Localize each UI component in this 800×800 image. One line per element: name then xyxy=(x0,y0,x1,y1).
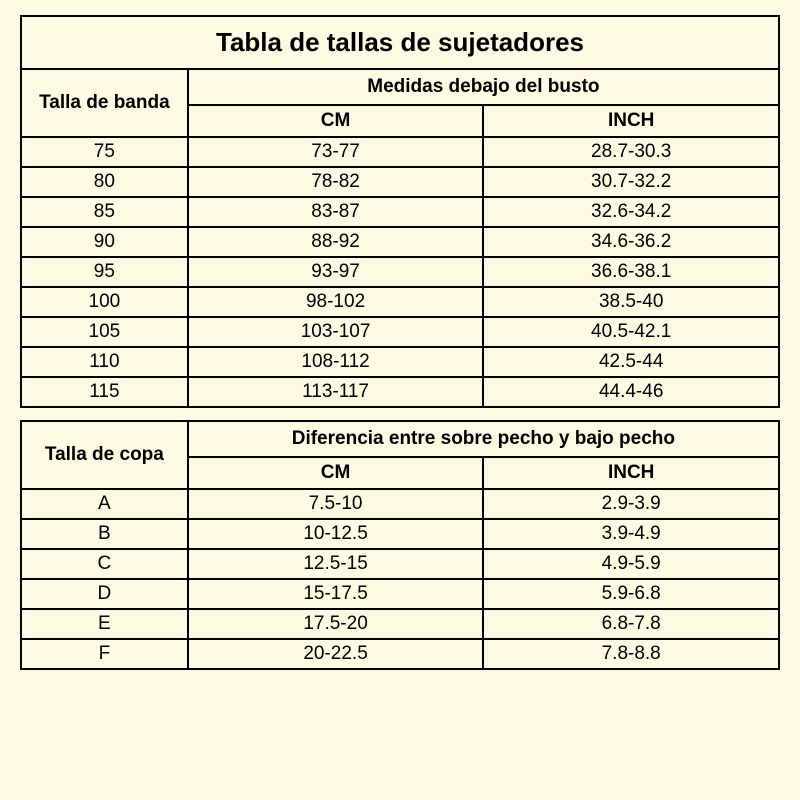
cm-value: 98-102 xyxy=(188,287,484,317)
inch-value: 7.8-8.8 xyxy=(483,639,779,669)
table-row: F20-22.57.8-8.8 xyxy=(21,639,779,669)
underbust-header: Medidas debajo del busto xyxy=(188,69,779,105)
inch-value: 32.6-34.2 xyxy=(483,197,779,227)
cm-value: 113-117 xyxy=(188,377,484,407)
table-row: D15-17.55.9-6.8 xyxy=(21,579,779,609)
cup-value: E xyxy=(21,609,188,639)
cm-value: 83-87 xyxy=(188,197,484,227)
inch-value: 36.6-38.1 xyxy=(483,257,779,287)
cup-value: B xyxy=(21,519,188,549)
band-value: 90 xyxy=(21,227,188,257)
band-value: 85 xyxy=(21,197,188,227)
band-value: 115 xyxy=(21,377,188,407)
difference-header: Diferencia entre sobre pecho y bajo pech… xyxy=(188,421,779,457)
cup-value: C xyxy=(21,549,188,579)
cm-value: 15-17.5 xyxy=(188,579,484,609)
inch-value: 44.4-46 xyxy=(483,377,779,407)
cm-header-1: CM xyxy=(188,105,484,137)
inch-value: 34.6-36.2 xyxy=(483,227,779,257)
cup-value: F xyxy=(21,639,188,669)
cm-value: 78-82 xyxy=(188,167,484,197)
cm-value: 108-112 xyxy=(188,347,484,377)
cup-value: D xyxy=(21,579,188,609)
table-row: B10-12.53.9-4.9 xyxy=(21,519,779,549)
cm-value: 10-12.5 xyxy=(188,519,484,549)
cm-value: 73-77 xyxy=(188,137,484,167)
cup-value: A xyxy=(21,489,188,519)
cup-size-header: Talla de copa xyxy=(21,421,188,489)
band-value: 75 xyxy=(21,137,188,167)
table-row: E17.5-206.8-7.8 xyxy=(21,609,779,639)
table-row: 115113-11744.4-46 xyxy=(21,377,779,407)
table-row: 8583-8732.6-34.2 xyxy=(21,197,779,227)
cm-value: 7.5-10 xyxy=(188,489,484,519)
inch-value: 28.7-30.3 xyxy=(483,137,779,167)
table-row: C12.5-154.9-5.9 xyxy=(21,549,779,579)
inch-header-1: INCH xyxy=(483,105,779,137)
cm-value: 93-97 xyxy=(188,257,484,287)
inch-value: 42.5-44 xyxy=(483,347,779,377)
cm-value: 88-92 xyxy=(188,227,484,257)
inch-value: 4.9-5.9 xyxy=(483,549,779,579)
inch-value: 30.7-32.2 xyxy=(483,167,779,197)
band-value: 80 xyxy=(21,167,188,197)
band-value: 105 xyxy=(21,317,188,347)
table-row: 8078-8230.7-32.2 xyxy=(21,167,779,197)
table-row: 9088-9234.6-36.2 xyxy=(21,227,779,257)
inch-value: 40.5-42.1 xyxy=(483,317,779,347)
inch-value: 5.9-6.8 xyxy=(483,579,779,609)
inch-header-2: INCH xyxy=(483,457,779,489)
band-size-header: Talla de banda xyxy=(21,69,188,137)
table-row: 10098-10238.5-40 xyxy=(21,287,779,317)
cm-value: 103-107 xyxy=(188,317,484,347)
band-value: 95 xyxy=(21,257,188,287)
cm-value: 20-22.5 xyxy=(188,639,484,669)
cm-value: 17.5-20 xyxy=(188,609,484,639)
size-chart-table: Tabla de tallas de sujetadores Talla de … xyxy=(20,15,780,670)
inch-value: 38.5-40 xyxy=(483,287,779,317)
cm-header-2: CM xyxy=(188,457,484,489)
table-row: A7.5-102.9-3.9 xyxy=(21,489,779,519)
table-row: 110108-11242.5-44 xyxy=(21,347,779,377)
inch-value: 6.8-7.8 xyxy=(483,609,779,639)
cm-value: 12.5-15 xyxy=(188,549,484,579)
main-title: Tabla de tallas de sujetadores xyxy=(21,16,779,69)
table-row: 9593-9736.6-38.1 xyxy=(21,257,779,287)
inch-value: 2.9-3.9 xyxy=(483,489,779,519)
band-value: 110 xyxy=(21,347,188,377)
inch-value: 3.9-4.9 xyxy=(483,519,779,549)
table-row: 105103-10740.5-42.1 xyxy=(21,317,779,347)
table-row: 7573-7728.7-30.3 xyxy=(21,137,779,167)
band-value: 100 xyxy=(21,287,188,317)
